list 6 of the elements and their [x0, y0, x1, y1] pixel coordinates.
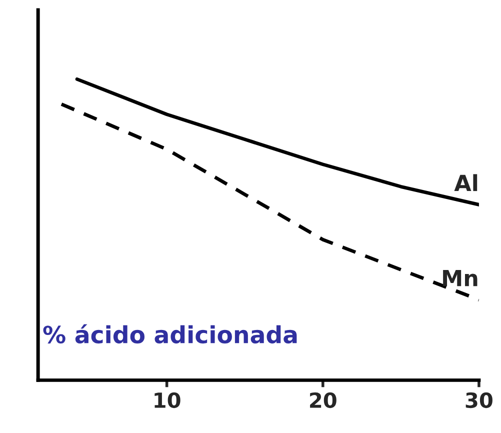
- series-label: Al: [454, 174, 478, 192]
- x-tick-label: 30: [466, 392, 492, 408]
- annotation: % ácido adicionada: [43, 324, 297, 344]
- series-label: Mn: [443, 270, 478, 286]
- x-tick-label: 10: [154, 392, 180, 408]
- x-tick-label: 20: [310, 392, 336, 408]
